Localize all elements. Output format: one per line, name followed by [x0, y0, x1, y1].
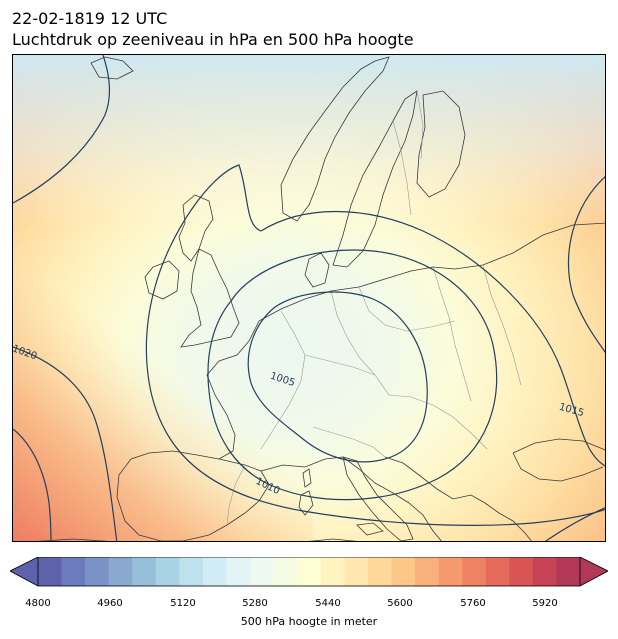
colorbar-cell: [297, 557, 322, 586]
isobar-1020-west: [13, 346, 118, 541]
colorbar-cell: [438, 557, 463, 586]
isobar-1025: [13, 428, 52, 541]
colorbar-cell: [367, 557, 392, 586]
coast-france-west: [206, 320, 260, 460]
height-field-north: [13, 55, 605, 225]
colorbar-tick-label: 4960: [97, 598, 123, 609]
isobar-1010: [207, 249, 498, 501]
coast-mediterranean-north: [260, 456, 442, 541]
coast-england: [180, 248, 240, 348]
isobar-1015-south: [145, 286, 605, 526]
coast-iceland: [90, 56, 134, 80]
colorbar-cell: [462, 557, 487, 586]
isobar-1005: [247, 291, 428, 463]
colorbar-cell: [344, 557, 369, 586]
map-title: Luchtdruk op zeeniveau in hPa en 500 hPa…: [12, 30, 414, 49]
colorbar-cell: [415, 557, 440, 586]
colorbar-tick-label: 5120: [170, 598, 196, 609]
colorbar-label: 500 hPa hoogte in meter: [240, 615, 378, 628]
coast-black-sea: [512, 438, 605, 482]
coast-ireland: [144, 260, 180, 300]
colorbar-tick-label: 5600: [387, 598, 413, 609]
colorbar-cell: [61, 557, 86, 586]
isobar-east: [567, 176, 605, 354]
map-title-date: 22-02-1819 12 UTC: [12, 9, 168, 28]
coast-sweden: [332, 90, 418, 268]
coast-sardinia: [298, 490, 314, 516]
coast-continent-north: [258, 222, 605, 322]
colorbar-extend-low-arrow: [10, 557, 38, 586]
colorbar-cell: [391, 557, 416, 586]
colorbar-cell: [250, 557, 275, 586]
coast-italy: [342, 456, 414, 541]
height-field-southwest: [13, 255, 313, 541]
pressure-height-map: 1020 1005 1015 1010: [13, 55, 605, 541]
coast-adriatic-balkans: [384, 456, 532, 541]
colorbar-tick-label: 4800: [25, 598, 51, 609]
colorbar-tick-label: 5920: [532, 598, 558, 609]
colorbar-cell: [85, 557, 110, 586]
colorbar-cell: [273, 557, 298, 586]
colorbar: [10, 557, 608, 587]
colorbar-outline: [37, 557, 581, 587]
colorbar-cell: [532, 557, 557, 586]
colorbar-cell: [226, 557, 251, 586]
isobar-southeast: [544, 507, 605, 541]
coast-norway: [280, 56, 390, 222]
coast-corsica: [302, 468, 312, 488]
colorbar-cell: [556, 557, 581, 586]
isobars: [13, 55, 605, 541]
colorbar-cell: [38, 557, 63, 586]
isobar-1020: [13, 55, 111, 204]
colorbar-cell: [202, 557, 228, 586]
colorbar-cell: [509, 557, 534, 586]
colorbar-extend-high-arrow: [580, 557, 608, 586]
colorbar-tick-label: 5760: [460, 598, 486, 609]
coast-sicily: [356, 522, 384, 536]
map-panel: 1020 1005 1015 1010: [12, 54, 606, 542]
colorbar-cell: [132, 557, 157, 586]
coast-finland: [416, 90, 466, 198]
colorbar-cell: [320, 557, 345, 586]
colorbar-cell: [179, 557, 204, 586]
colorbar-tick-label: 5440: [315, 598, 341, 609]
isobar-1015: [154, 164, 605, 467]
colorbar-tick-label: 5280: [242, 598, 268, 609]
colorbar-cell: [108, 557, 133, 586]
country-borders: [226, 90, 522, 526]
colorbar-cells: [38, 557, 581, 586]
coast-north-africa: [36, 538, 358, 541]
colorbar-cell: [485, 557, 510, 586]
colorbar-cell: [155, 557, 180, 586]
